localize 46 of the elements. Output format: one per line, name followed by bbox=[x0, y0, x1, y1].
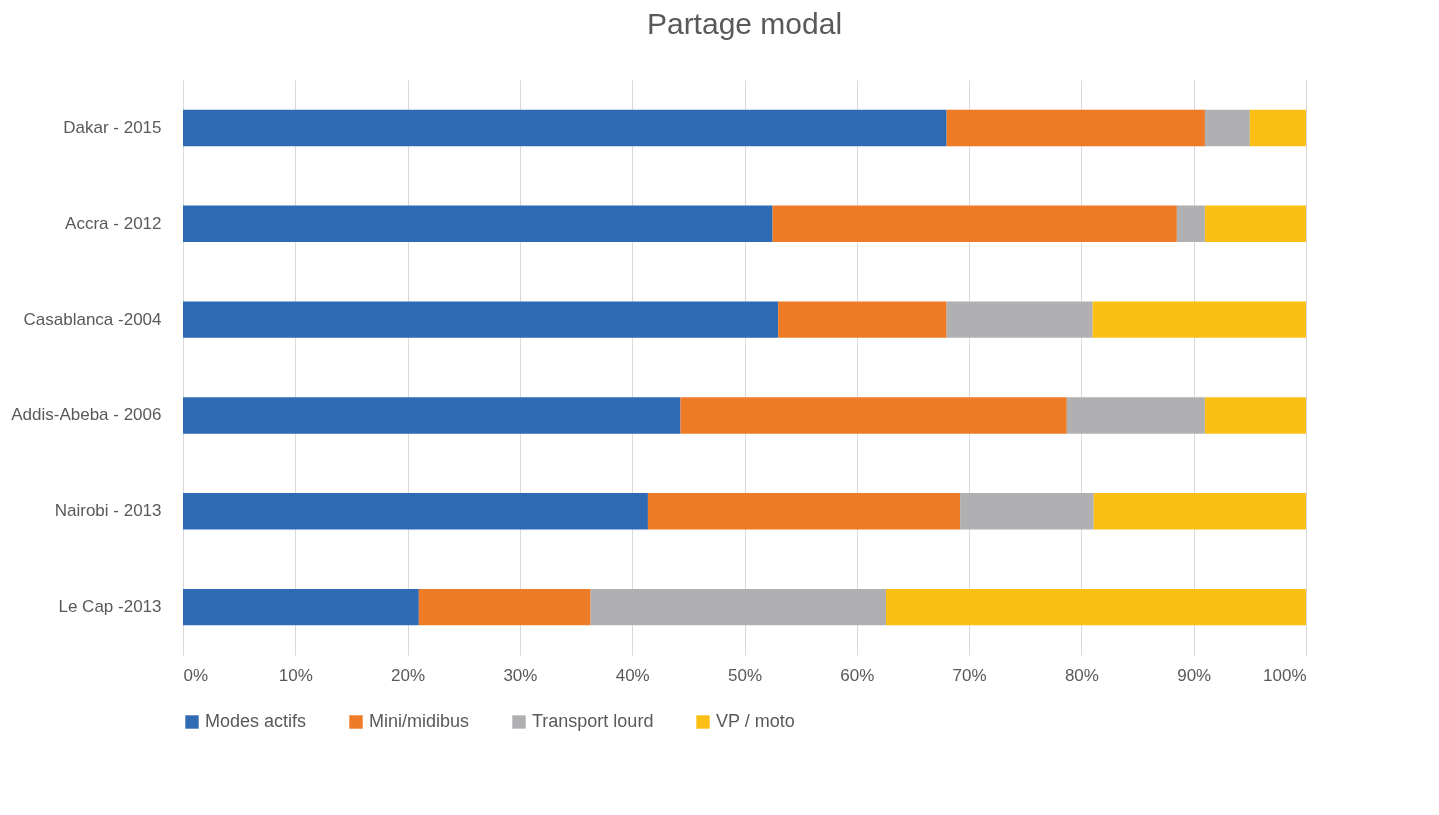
y-tick-label: Casablanca -2004 bbox=[23, 309, 162, 329]
bar bbox=[886, 588, 1306, 626]
x-tick-label: 20% bbox=[391, 665, 426, 685]
bar bbox=[680, 397, 1067, 434]
chart-title: Partage modal bbox=[646, 7, 843, 40]
bar bbox=[183, 493, 648, 530]
bar bbox=[960, 493, 1094, 530]
bar bbox=[1204, 205, 1306, 242]
y-tick-label: Nairobi - 2013 bbox=[54, 501, 162, 521]
legend-label: Transport lourd bbox=[532, 711, 654, 731]
x-tick-label: 60% bbox=[840, 665, 875, 685]
y-tick-label: Dakar - 2015 bbox=[63, 117, 162, 137]
x-tick-label: 10% bbox=[278, 665, 313, 685]
y-tick-label: Accra - 2012 bbox=[65, 213, 162, 233]
legend-label: Mini/midibus bbox=[369, 711, 470, 731]
x-tick-label: 30% bbox=[503, 665, 538, 685]
bar bbox=[590, 588, 886, 626]
bar bbox=[183, 588, 419, 626]
bar bbox=[1093, 493, 1306, 530]
bar bbox=[183, 301, 779, 338]
x-tick-label: 90% bbox=[1177, 665, 1212, 685]
legend-label: Modes actifs bbox=[205, 711, 307, 731]
bar bbox=[1249, 109, 1306, 147]
bar bbox=[778, 301, 947, 338]
bar bbox=[1176, 205, 1205, 242]
bar bbox=[183, 397, 681, 434]
x-tick-label: 80% bbox=[1064, 665, 1099, 685]
x-tick-label: 50% bbox=[727, 665, 763, 685]
bar bbox=[183, 205, 773, 242]
bar bbox=[1092, 301, 1306, 338]
bar bbox=[647, 493, 961, 530]
x-tick-label: 70% bbox=[952, 665, 987, 685]
y-tick-label: Addis-Abeba - 2006 bbox=[11, 405, 162, 425]
bar bbox=[183, 109, 947, 147]
bar bbox=[946, 109, 1205, 147]
bar bbox=[1204, 397, 1306, 434]
bar bbox=[772, 205, 1177, 242]
bar bbox=[946, 301, 1093, 338]
bar bbox=[1204, 109, 1250, 147]
x-tick-label: 40% bbox=[615, 665, 650, 685]
bar bbox=[418, 588, 591, 626]
bar bbox=[1066, 397, 1205, 434]
x-tick-label: 100% bbox=[1263, 665, 1307, 685]
legend-label: VP / moto bbox=[716, 711, 795, 731]
x-tick-label: 0% bbox=[183, 665, 209, 685]
y-tick-label: Le Cap -2013 bbox=[58, 597, 162, 617]
